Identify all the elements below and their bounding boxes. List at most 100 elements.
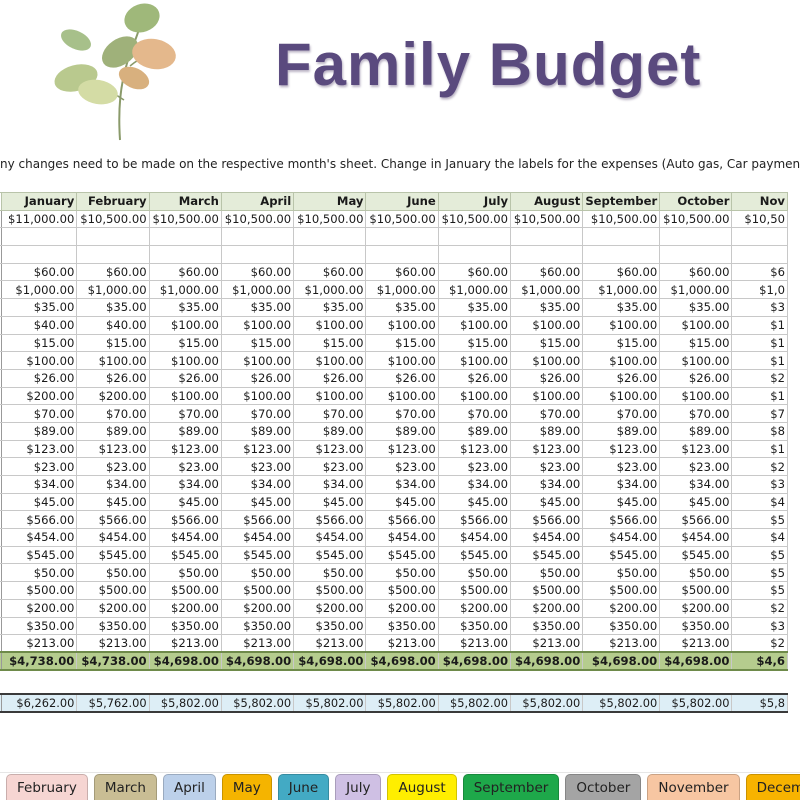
value-cell[interactable] [731, 227, 788, 247]
value-cell[interactable]: $89.00 [293, 421, 367, 441]
value-cell[interactable]: $454.00 [293, 528, 367, 547]
value-cell[interactable]: $500.00 [293, 581, 367, 600]
value-cell[interactable]: $35.00 [659, 298, 733, 317]
value-cell[interactable]: $5,762.00 [76, 693, 150, 713]
value-cell[interactable]: $2 [731, 598, 788, 618]
value-cell[interactable]: $50.00 [510, 563, 584, 583]
value-cell[interactable]: $23.00 [293, 457, 367, 476]
value-cell[interactable]: $350.00 [0, 616, 78, 636]
value-cell[interactable]: $100.00 [510, 386, 584, 406]
value-cell[interactable]: $35.00 [76, 298, 150, 317]
value-cell[interactable]: $4 [731, 528, 788, 547]
value-cell[interactable]: $100.00 [220, 315, 295, 335]
value-cell[interactable]: $100.00 [0, 351, 78, 370]
value-cell[interactable]: $50.00 [659, 563, 733, 583]
month-header-cell[interactable]: Nov [731, 192, 788, 211]
month-header-cell[interactable]: October [659, 192, 733, 211]
value-cell[interactable]: $454.00 [220, 528, 295, 547]
value-cell[interactable]: $26.00 [220, 368, 295, 388]
value-cell[interactable]: $23.00 [148, 457, 222, 476]
value-cell[interactable]: $3 [731, 298, 788, 317]
value-cell[interactable]: $350.00 [76, 616, 150, 636]
value-cell[interactable]: $566.00 [582, 510, 661, 530]
value-cell[interactable]: $45.00 [148, 492, 222, 512]
value-cell[interactable]: $4,698.00 [220, 651, 295, 672]
value-cell[interactable]: $1 [731, 333, 788, 353]
value-cell[interactable] [659, 245, 733, 264]
value-cell[interactable]: $70.00 [437, 404, 512, 423]
value-cell[interactable]: $23.00 [76, 457, 150, 476]
value-cell[interactable]: $100.00 [659, 351, 733, 370]
value-cell[interactable]: $213.00 [148, 634, 222, 653]
sheet-tab-october[interactable]: October [565, 774, 642, 800]
value-cell[interactable]: $545.00 [659, 545, 733, 565]
value-cell[interactable]: $200.00 [148, 598, 222, 618]
value-cell[interactable]: $4,698.00 [148, 651, 222, 672]
value-cell[interactable]: $50.00 [220, 563, 295, 583]
value-cell[interactable]: $123.00 [148, 439, 222, 459]
value-cell[interactable]: $1,000.00 [365, 280, 439, 300]
value-cell[interactable]: $100.00 [437, 315, 512, 335]
sheet-tab-march[interactable]: March [93, 774, 157, 800]
value-cell[interactable]: $100.00 [293, 315, 367, 335]
sheet-tab-november[interactable]: November [647, 774, 740, 800]
value-cell[interactable]: $3 [731, 616, 788, 636]
value-cell[interactable]: $15.00 [582, 333, 661, 353]
value-cell[interactable]: $45.00 [220, 492, 295, 512]
value-cell[interactable]: $1 [731, 315, 788, 335]
value-cell[interactable] [220, 245, 295, 264]
value-cell[interactable]: $545.00 [293, 545, 367, 565]
value-cell[interactable]: $545.00 [437, 545, 512, 565]
value-cell[interactable]: $100.00 [582, 351, 661, 370]
value-cell[interactable]: $5,802.00 [220, 693, 295, 713]
value-cell[interactable]: $545.00 [76, 545, 150, 565]
value-cell[interactable]: $23.00 [437, 457, 512, 476]
value-cell[interactable]: $545.00 [365, 545, 439, 565]
value-cell[interactable]: $500.00 [76, 581, 150, 600]
value-cell[interactable] [510, 227, 584, 247]
value-cell[interactable]: $89.00 [0, 421, 78, 441]
sheet-tab-august[interactable]: August [387, 774, 457, 800]
value-cell[interactable]: $4 [731, 492, 788, 512]
value-cell[interactable]: $23.00 [582, 457, 661, 476]
value-cell[interactable]: $454.00 [659, 528, 733, 547]
value-cell[interactable]: $10,500.00 [76, 209, 150, 229]
value-cell[interactable]: $10,500.00 [293, 209, 367, 229]
value-cell[interactable]: $545.00 [510, 545, 584, 565]
value-cell[interactable] [510, 245, 584, 264]
value-cell[interactable]: $100.00 [76, 351, 150, 370]
value-cell[interactable]: $5 [731, 545, 788, 565]
value-cell[interactable]: $70.00 [76, 404, 150, 423]
value-cell[interactable] [365, 245, 439, 264]
value-cell[interactable]: $23.00 [659, 457, 733, 476]
value-cell[interactable]: $34.00 [220, 475, 295, 494]
value-cell[interactable]: $200.00 [582, 598, 661, 618]
value-cell[interactable]: $26.00 [76, 368, 150, 388]
value-cell[interactable]: $34.00 [510, 475, 584, 494]
value-cell[interactable]: $50.00 [148, 563, 222, 583]
value-cell[interactable]: $100.00 [220, 386, 295, 406]
value-cell[interactable]: $60.00 [659, 262, 733, 282]
value-cell[interactable]: $3 [731, 475, 788, 494]
value-cell[interactable]: $100.00 [365, 351, 439, 370]
value-cell[interactable]: $89.00 [510, 421, 584, 441]
value-cell[interactable]: $100.00 [293, 351, 367, 370]
value-cell[interactable]: $4,698.00 [582, 651, 661, 672]
value-cell[interactable]: $10,500.00 [148, 209, 222, 229]
value-cell[interactable]: $60.00 [582, 262, 661, 282]
value-cell[interactable] [437, 245, 512, 264]
value-cell[interactable]: $26.00 [582, 368, 661, 388]
value-cell[interactable]: $566.00 [76, 510, 150, 530]
value-cell[interactable]: $454.00 [148, 528, 222, 547]
value-cell[interactable]: $4,698.00 [437, 651, 512, 672]
value-cell[interactable]: $50.00 [437, 563, 512, 583]
value-cell[interactable]: $566.00 [365, 510, 439, 530]
value-cell[interactable]: $50.00 [293, 563, 367, 583]
value-cell[interactable]: $26.00 [437, 368, 512, 388]
value-cell[interactable]: $70.00 [0, 404, 78, 423]
value-cell[interactable]: $500.00 [510, 581, 584, 600]
value-cell[interactable]: $200.00 [510, 598, 584, 618]
value-cell[interactable] [659, 227, 733, 247]
value-cell[interactable]: $50.00 [365, 563, 439, 583]
value-cell[interactable]: $70.00 [365, 404, 439, 423]
